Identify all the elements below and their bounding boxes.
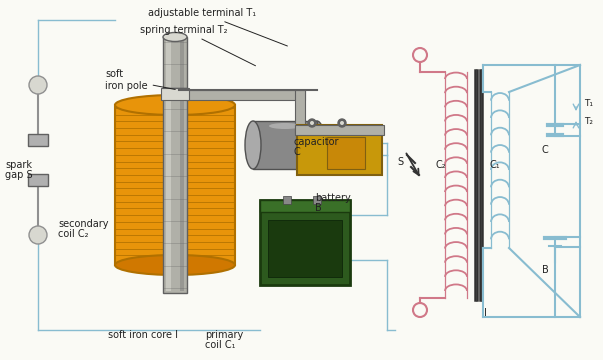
Bar	[260, 199, 350, 284]
Text: coil C₁: coil C₁	[205, 340, 236, 350]
Text: T₁: T₁	[584, 99, 593, 108]
Bar	[115, 105, 235, 265]
Text: C: C	[541, 145, 548, 155]
Circle shape	[310, 121, 314, 125]
Text: spring terminal T₂: spring terminal T₂	[140, 25, 256, 66]
Ellipse shape	[115, 95, 235, 115]
Circle shape	[29, 226, 47, 244]
Bar	[327, 137, 365, 169]
Bar	[283, 195, 291, 203]
Ellipse shape	[245, 121, 261, 169]
Text: primary: primary	[205, 330, 243, 340]
Text: secondary: secondary	[58, 219, 109, 229]
Text: B: B	[541, 265, 548, 275]
Bar	[28, 134, 48, 146]
Text: I: I	[484, 308, 487, 318]
Bar	[185, 90, 305, 100]
Text: T₂: T₂	[584, 117, 593, 126]
Bar	[260, 199, 350, 211]
Text: coil C₂: coil C₂	[58, 229, 89, 239]
Text: soft
iron pole: soft iron pole	[105, 69, 175, 91]
Bar	[28, 174, 48, 186]
Circle shape	[338, 119, 346, 127]
Bar	[297, 125, 382, 175]
Bar	[253, 121, 317, 169]
Bar	[313, 195, 321, 203]
Text: gap S: gap S	[5, 170, 33, 180]
Ellipse shape	[115, 255, 235, 275]
Circle shape	[340, 121, 344, 125]
Bar	[268, 220, 342, 276]
Bar	[295, 90, 305, 133]
Bar	[295, 125, 384, 135]
Text: C₁: C₁	[490, 160, 500, 170]
Text: B: B	[315, 203, 322, 213]
Ellipse shape	[163, 32, 187, 41]
Text: capacitor: capacitor	[293, 137, 338, 147]
Text: battery: battery	[315, 193, 351, 203]
Circle shape	[308, 119, 316, 127]
Text: C: C	[293, 147, 300, 157]
Text: S: S	[397, 157, 403, 167]
Bar	[161, 88, 189, 100]
Text: soft iron core I: soft iron core I	[108, 330, 178, 340]
Text: spark: spark	[5, 160, 32, 170]
Bar	[166, 39, 171, 291]
Circle shape	[29, 76, 47, 94]
Bar	[180, 39, 184, 291]
Text: C₂: C₂	[436, 160, 447, 170]
Ellipse shape	[269, 123, 301, 129]
Bar	[163, 37, 187, 293]
Ellipse shape	[309, 121, 325, 169]
Text: adjustable terminal T₁: adjustable terminal T₁	[148, 8, 288, 46]
